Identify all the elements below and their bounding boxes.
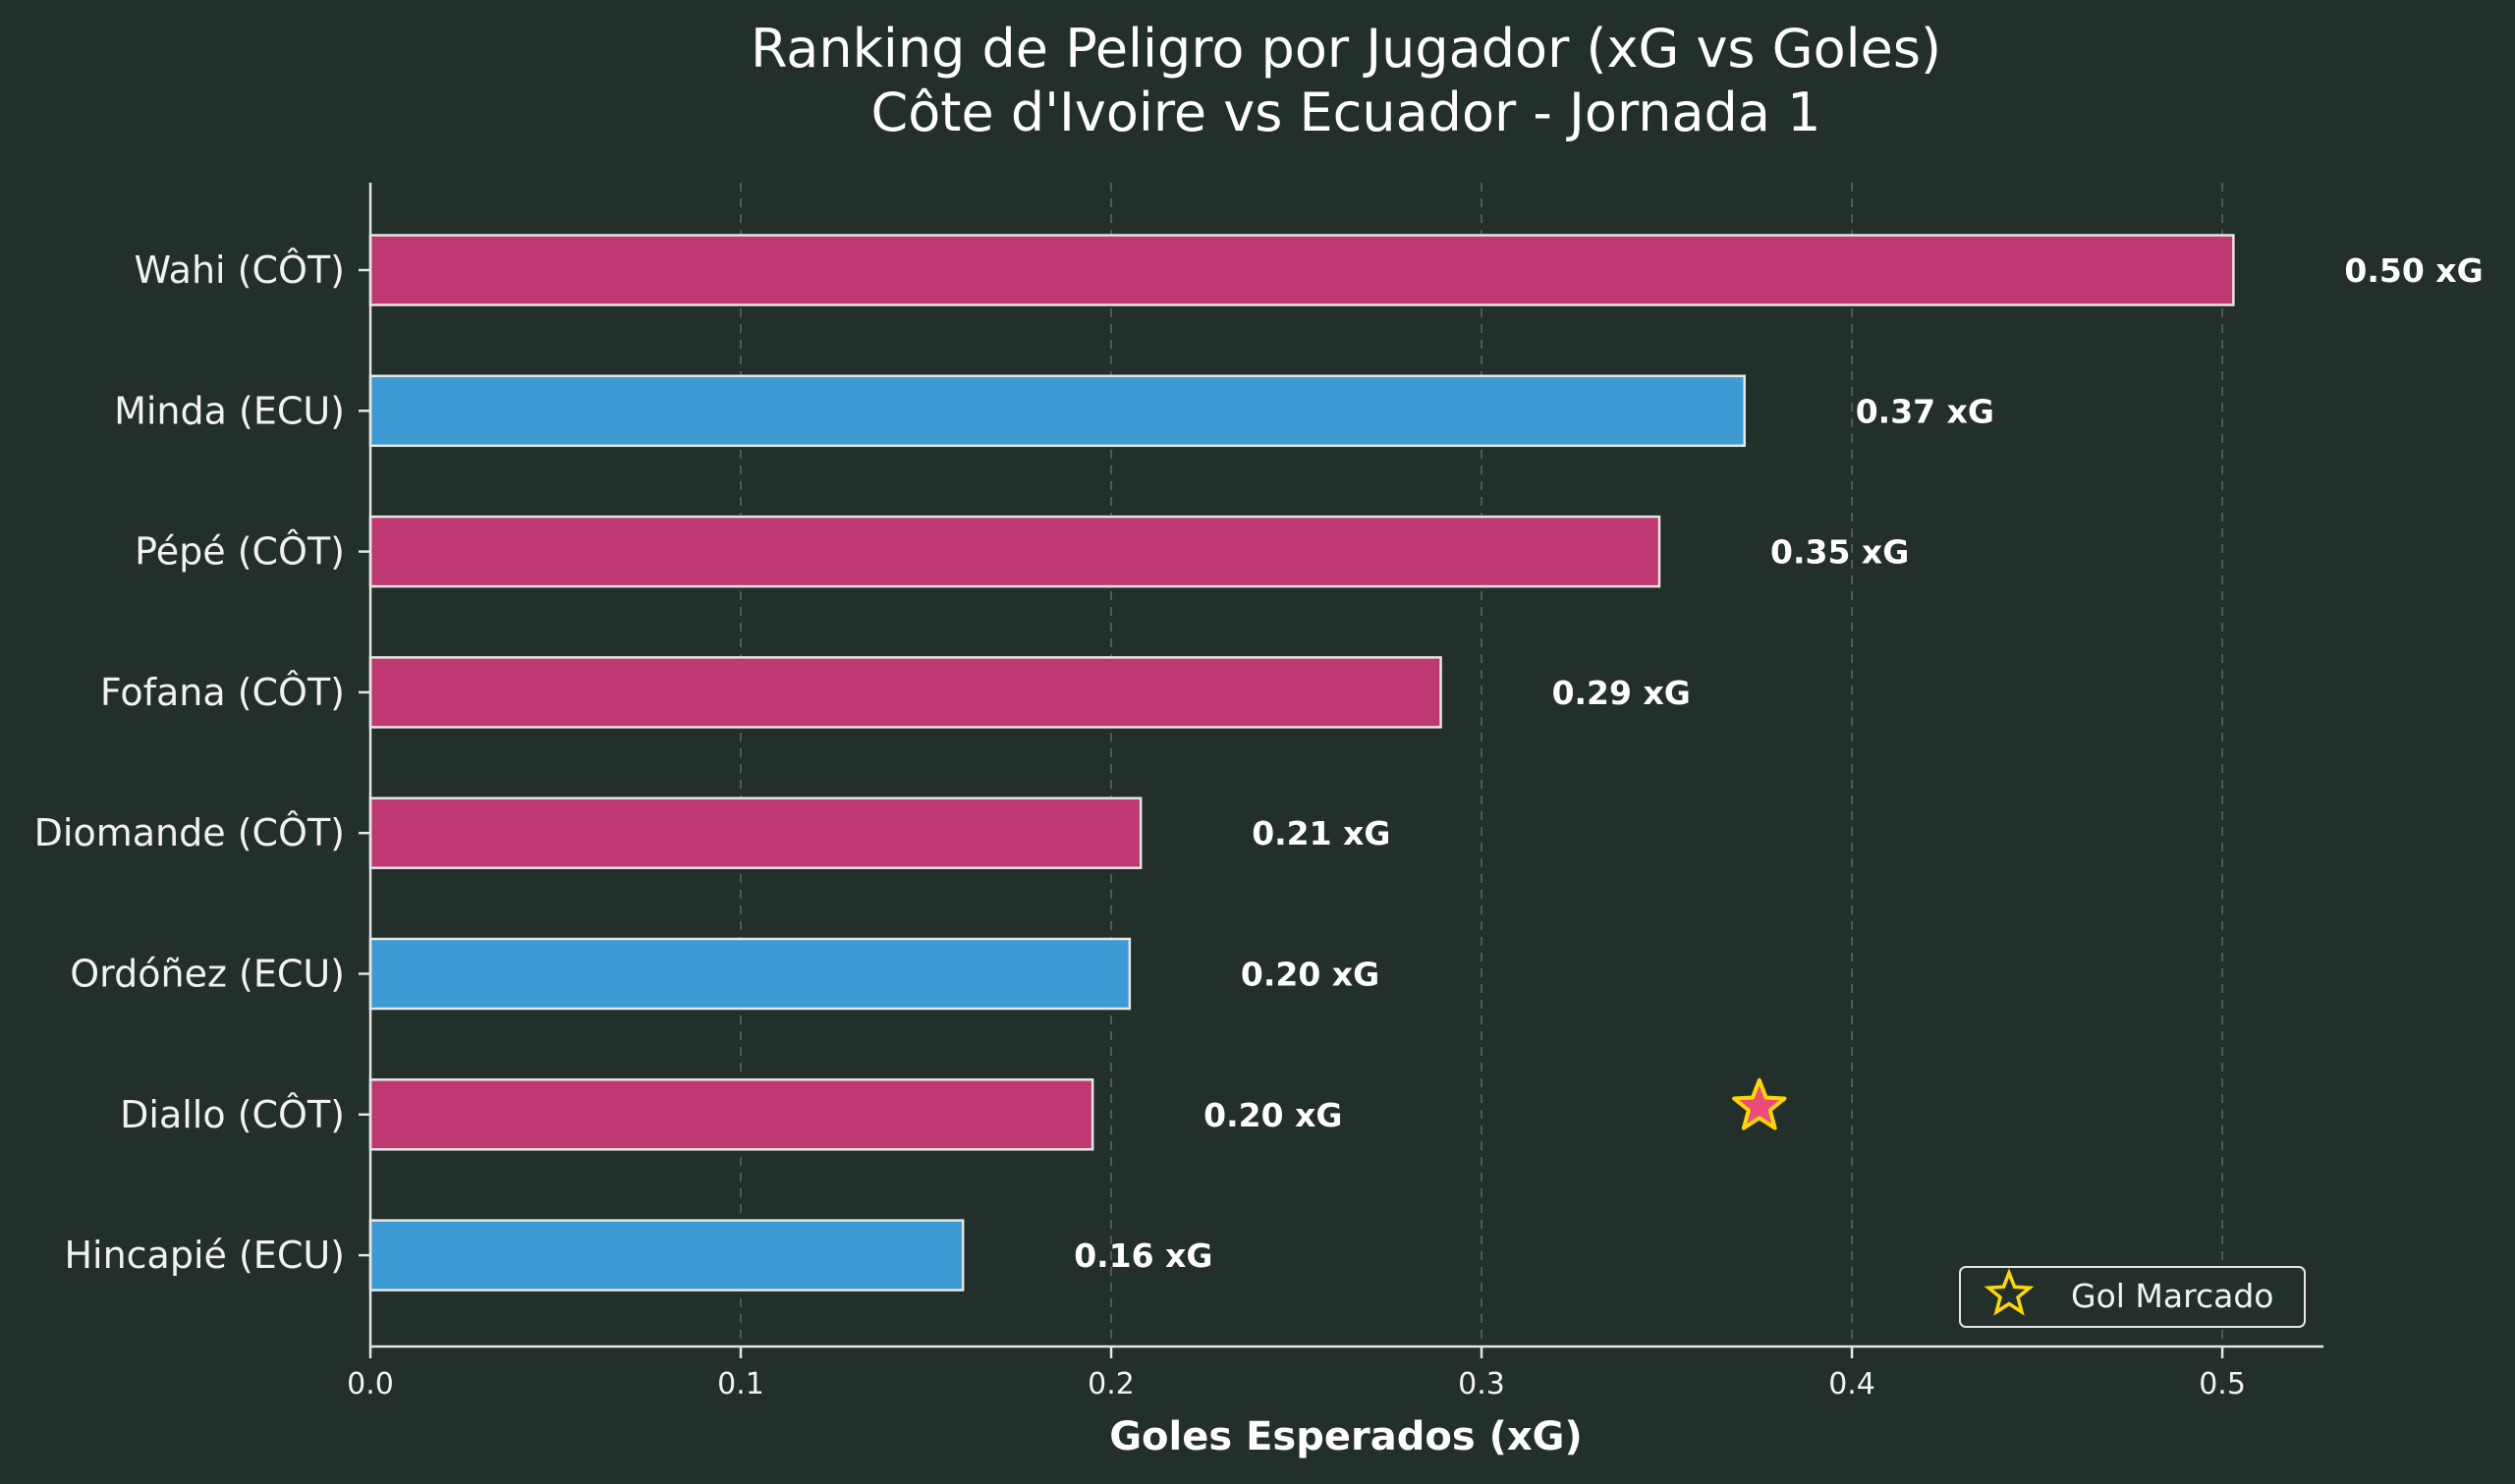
y-tick-label-pépé: Pépé (CÔT) [135,530,345,574]
data-label-wahi: 0.50 xG [2344,251,2483,290]
data-label-minda: 0.37 xG [1856,392,1994,430]
x-tick-label-0.3: 0.3 [1458,1367,1505,1402]
legend-box [1959,1266,2306,1328]
y-tick-label-diomande: Diomande (CÔT) [34,811,345,854]
bar-pépé [368,515,1661,588]
bar-hincapié [368,1219,965,1292]
x-axis-label: Goles Esperados (xG) [1109,1414,1583,1459]
y-tick-label-ordóñez: Ordóñez (ECU) [70,953,345,996]
axes [368,183,2323,1348]
data-label-diallo: 0.20 xG [1203,1096,1342,1134]
x-tick-label-0.5: 0.5 [2199,1367,2246,1402]
y-tick-label-wahi: Wahi (CÔT) [135,248,345,292]
y-tick-label-fofana: Fofana (CÔT) [100,671,345,714]
y-tick-label-minda: Minda (ECU) [114,389,345,432]
data-label-fofana: 0.29 xG [1552,674,1691,712]
legend-label-gol-marcado: Gol Marcado [2071,1277,2273,1315]
data-label-ordóñez: 0.20 xG [1241,956,1379,994]
x-tick-label-0.1: 0.1 [717,1367,764,1402]
legend: Gol Marcado [1959,1266,2306,1328]
y-tick-label-diallo: Diallo (CÔT) [120,1093,345,1136]
x-tick-label-0.0: 0.0 [347,1367,394,1402]
legend-star-icon [1984,1268,2035,1316]
bars: 0.50 xG 0.37 xG 0.35 xG 0.29 xG 0.21 xG 0.20 … [368,234,2484,1292]
bar-diomande [368,797,1143,869]
chart-subtitle: Côte d'Ivoire vs Ecuador - Jornada 1 [871,82,1821,143]
x-tick-label-0.2: 0.2 [1088,1367,1135,1402]
goal-markers [1732,1077,1787,1130]
x-tick-label-0.4: 0.4 [1828,1367,1875,1402]
bar-wahi [368,234,2235,306]
data-label-diomande: 0.21 xG [1252,814,1390,852]
bar-diallo [368,1078,1094,1151]
goal-star-icon [1732,1077,1787,1130]
data-label-hincapié: 0.16 xG [1074,1237,1212,1275]
bar-ordóñez [368,937,1132,1011]
x-ticks: 0.0 0.1 0.2 0.3 0.4 0.5 [347,1347,2246,1402]
chart-title: Ranking de Peligro por Jugador (xG vs Go… [751,18,1941,80]
data-label-pépé: 0.35 xG [1770,533,1909,572]
bar-fofana [368,656,1442,729]
y-tick-label-hincapié: Hincapié (ECU) [64,1234,345,1277]
bar-minda [368,374,1746,448]
y-tick-labels: Wahi (CÔT) Minda (ECU) Pépé (CÔT) Fofana (C… [34,248,370,1277]
grid-lines [740,183,2224,1347]
